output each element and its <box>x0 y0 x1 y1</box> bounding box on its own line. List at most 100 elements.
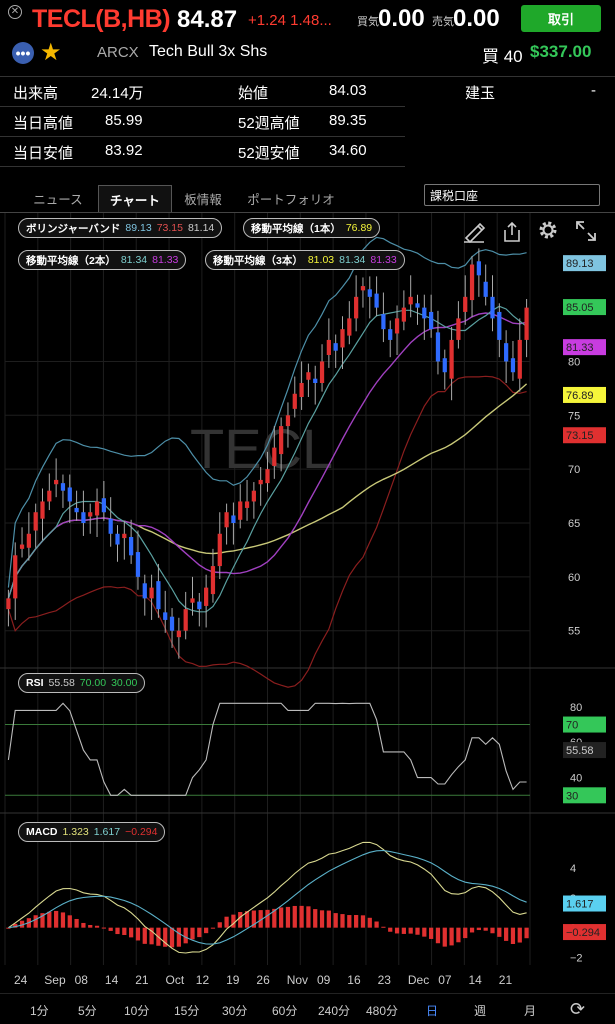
candle-body <box>401 307 406 322</box>
tab-portfolio[interactable]: ポートフォリオ <box>247 193 335 207</box>
bollinger-lower-line <box>7 375 527 688</box>
ma2-label: 移動平均線（2本） <box>26 254 116 267</box>
price-tick: 80 <box>568 356 580 368</box>
candle-body <box>517 339 522 379</box>
macd-hist-bar <box>360 915 366 928</box>
stat-dayhigh-label: 当日高値 <box>13 115 74 132</box>
candle-body <box>156 581 161 610</box>
macd-hist-bar <box>299 905 304 928</box>
ma3-pill[interactable]: 移動平均線（3本） 81.03 81.34 81.33 <box>205 250 405 270</box>
candle-body <box>26 533 31 548</box>
ma1-pill[interactable]: 移動平均線（1本） 76.89 <box>243 218 381 238</box>
macd-badge-text: −0.294 <box>566 927 600 939</box>
ma1-value: 76.89 <box>345 222 373 234</box>
settings-gear-icon[interactable] <box>539 221 557 239</box>
candle-body <box>319 361 325 383</box>
candle-body <box>292 393 297 409</box>
ma3-label: 移動平均線（3本） <box>213 254 303 267</box>
stat-open-label: 始値 <box>238 85 269 102</box>
stat-daylow-label: 当日安値 <box>13 145 74 162</box>
date-tick: 24 <box>14 973 28 987</box>
more-options-icon[interactable]: ••• <box>12 42 34 64</box>
ma-short-line <box>7 305 527 613</box>
price-tick: 55 <box>568 626 580 638</box>
price-axis: 55 60 65 70 75 80 89.13 85.05 81.33 76.89 73.15 <box>563 255 606 638</box>
macd-hist-bar <box>176 927 181 947</box>
macd-hist-bar <box>292 905 297 928</box>
macd-hist-bar <box>88 925 93 928</box>
ma1-label: 移動平均線（1本） <box>251 222 341 235</box>
candle-body <box>6 598 11 610</box>
bid-label: 買気 <box>357 16 379 28</box>
price-badge-text: 81.33 <box>566 342 594 354</box>
macd-hist-bar <box>81 922 86 928</box>
timeframe-3[interactable]: 15分 <box>174 1004 200 1018</box>
macd-hist-bar <box>101 927 106 929</box>
timeframe-5[interactable]: 60分 <box>272 1004 298 1018</box>
candle-body <box>122 533 127 539</box>
timeframe-8[interactable]: 日 <box>426 1004 439 1018</box>
macd-hist-bar <box>183 927 188 944</box>
macd-hist-bar <box>13 923 18 928</box>
date-tick: 08 <box>75 973 89 987</box>
candle-body <box>163 612 168 620</box>
timeframe-2[interactable]: 10分 <box>124 1004 150 1018</box>
rsi-tick: 40 <box>570 773 582 785</box>
macd-tick: 4 <box>570 863 576 875</box>
macd-hist-bar <box>326 910 331 928</box>
candle-body <box>108 518 113 534</box>
macd-pill[interactable]: MACD 1.323 1.617 −0.294 <box>18 822 166 842</box>
tab-bar: ニュース チャート 板情報 ポートフォリオ <box>18 185 603 212</box>
tab-news[interactable]: ニュース <box>33 193 83 207</box>
candle-body <box>33 512 38 531</box>
candle-body <box>347 318 352 336</box>
macd-signal-line <box>8 849 527 945</box>
share-icon[interactable] <box>504 221 520 242</box>
stat-52low-label: 52週安値 <box>238 145 300 162</box>
rsi-pill[interactable]: RSI 55.58 70.00 30.00 <box>18 673 146 693</box>
bollinger-pill[interactable]: ボリンジャーバンド 89.13 73.15 81.14 <box>18 218 223 238</box>
timeframe-4[interactable]: 30分 <box>222 1004 248 1018</box>
candle-body <box>333 343 338 351</box>
candlesticks <box>6 248 529 659</box>
price-badge <box>563 427 606 444</box>
candle-body <box>169 616 175 631</box>
tab-orderbook[interactable]: 板情報 <box>184 193 222 207</box>
macd-hist-bar <box>244 911 250 928</box>
timeframe-7[interactable]: 480分 <box>366 1004 399 1018</box>
tab-chart[interactable]: チャート <box>98 185 172 212</box>
timeframe-10[interactable]: 月 <box>524 1004 537 1018</box>
bollinger-bands <box>7 236 527 688</box>
candle-body <box>67 487 72 502</box>
favorite-star-icon[interactable]: ★ <box>40 39 62 66</box>
refresh-icon[interactable]: ⟳ <box>570 999 586 1019</box>
date-tick: 07 <box>438 973 452 987</box>
macd-hist-bar <box>422 927 427 937</box>
candle-body <box>60 483 66 491</box>
rsi-badge-text: 70 <box>566 720 578 732</box>
ma2-pill[interactable]: 移動平均線（2本） 81.34 81.33 <box>18 250 187 270</box>
trade-button[interactable]: 取引 <box>521 5 601 32</box>
macd-hist-bar <box>449 927 454 946</box>
ask-label: 売気 <box>432 16 454 28</box>
macd-hist-bar <box>265 909 270 928</box>
timeframe-0[interactable]: 1分 <box>30 1004 49 1018</box>
fullscreen-icon[interactable] <box>576 221 596 241</box>
macd-hist-bar <box>313 909 318 928</box>
timeframe-9[interactable]: 週 <box>474 1004 487 1018</box>
draw-pen-icon[interactable] <box>464 222 486 244</box>
date-tick: Nov <box>287 973 308 987</box>
macd-hist-bar <box>415 927 420 935</box>
timeframe-1[interactable]: 5分 <box>78 1004 97 1018</box>
candle-body <box>354 296 359 319</box>
candle-body <box>367 289 372 297</box>
account-select[interactable]: 課税口座 <box>424 184 600 206</box>
timeframe-6[interactable]: 240分 <box>318 1004 351 1018</box>
close-icon[interactable]: ✕ <box>8 5 22 19</box>
candle-body <box>210 566 216 595</box>
macd-hist-bar <box>33 915 38 928</box>
candle-body <box>394 318 400 334</box>
date-tick: 12 <box>196 973 210 987</box>
candle-body <box>81 512 86 523</box>
